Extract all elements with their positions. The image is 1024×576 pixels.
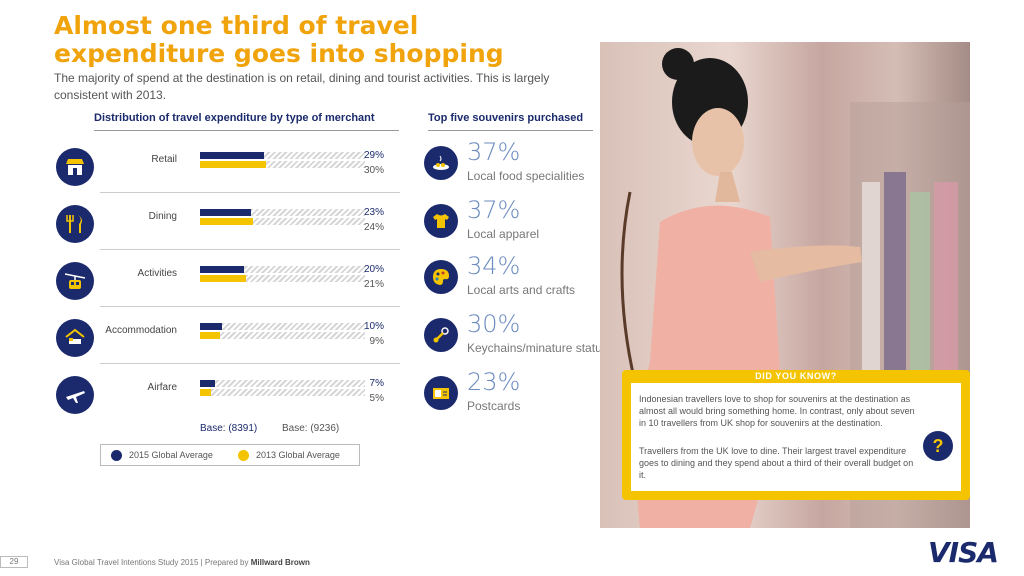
souvenir-percent: 34% [467, 252, 521, 280]
row-divider [100, 192, 400, 193]
base-2015: Base: (8391) [200, 423, 258, 434]
bar-track [200, 266, 365, 273]
bar-track [200, 209, 365, 216]
title-line-2: expenditure goes into shopping [54, 39, 504, 68]
souvenir-item: 37% Local apparel [424, 196, 614, 256]
row-divider [100, 306, 400, 307]
bar-2013 [200, 389, 211, 396]
page-title: Almost one third of travel expenditure g… [54, 12, 504, 68]
page-number: 29 [0, 556, 28, 568]
bar-track [200, 275, 365, 282]
souvenir-name: Postcards [467, 399, 521, 413]
bar-track [200, 323, 365, 330]
expenditure-chart-title: Distribution of travel expenditure by ty… [94, 112, 399, 131]
value-label-2013: 30% [364, 165, 385, 176]
expenditure-row: Dining 23% 24% [54, 199, 399, 255]
legend-label-2013: 2013 Global Average [256, 450, 340, 460]
bar-2013 [200, 161, 266, 168]
row-divider [100, 249, 400, 250]
category-label: Dining [148, 211, 177, 222]
bar-track [200, 332, 365, 339]
palette-icon [424, 260, 458, 294]
souvenir-percent: 37% [467, 138, 521, 166]
souvenirs-title: Top five souvenirs purchased [428, 112, 593, 131]
legend-label-2015: 2015 Global Average [129, 450, 213, 460]
bar-2015 [200, 380, 216, 387]
expenditure-row: Activities 20% 21% [54, 256, 399, 312]
legend-dot-2015 [111, 450, 122, 461]
bar-track [200, 152, 365, 159]
question-mark-icon: ? [923, 431, 953, 461]
category-label: Retail [151, 154, 177, 165]
keychain-icon [424, 318, 458, 352]
did-you-know-box: DID YOU KNOW? Indonesian travellers love… [622, 370, 970, 500]
bar-2013 [200, 332, 220, 339]
souvenir-name: Local food specialities [467, 169, 585, 183]
expenditure-row: Accommodation 10% 9% [54, 313, 399, 369]
page-subtitle: The majority of spend at the destination… [54, 71, 550, 102]
base-2013: Base: (9236) [282, 423, 340, 434]
souvenir-item: 34% Local arts and crafts [424, 252, 614, 312]
did-you-know-heading: DID YOU KNOW? [631, 370, 961, 383]
airplane-icon [56, 376, 94, 414]
value-label-2013: 9% [369, 336, 384, 347]
souvenir-percent: 30% [467, 310, 521, 338]
shop-icon [56, 148, 94, 186]
souvenir-name: Local arts and crafts [467, 283, 576, 297]
bar-2013 [200, 275, 247, 282]
tshirt-icon [424, 204, 458, 238]
bar-track [200, 218, 365, 225]
bar-track [200, 389, 365, 396]
souvenir-name: Keychains/minature statues [467, 341, 615, 355]
house-bed-icon [56, 319, 94, 357]
expenditure-row: Retail 29% 30% [54, 142, 399, 198]
title-line-1: Almost one third of travel [54, 11, 419, 40]
souvenir-item: 37% Local food specialities [424, 138, 614, 198]
legend-dot-2013 [238, 450, 249, 461]
bar-2015 [200, 209, 251, 216]
value-label-2015: 20% [364, 264, 385, 275]
did-you-know-para-1: Indonesian travellers love to shop for s… [639, 394, 915, 428]
value-label-2013: 5% [369, 393, 384, 404]
bar-track [200, 380, 365, 387]
category-label: Accommodation [105, 325, 177, 336]
footer-company: Millward Brown [250, 558, 310, 567]
value-label-2015: 23% [364, 207, 385, 218]
bar-2015 [200, 266, 244, 273]
category-label: Activities [137, 268, 177, 279]
bar-2015 [200, 152, 264, 159]
value-label-2015: 29% [364, 150, 385, 161]
cutlery-icon [56, 205, 94, 243]
chart-legend: 2015 Global Average 2013 Global Average [100, 444, 360, 466]
did-you-know-para-2: Travellers from the UK love to dine. The… [639, 446, 914, 480]
bar-track [200, 161, 365, 168]
souvenir-item: 23% Postcards [424, 368, 614, 428]
value-label-2013: 21% [364, 279, 385, 290]
value-label-2015: 10% [364, 321, 385, 332]
souvenir-percent: 23% [467, 368, 521, 396]
category-label: Airfare [147, 382, 177, 393]
row-divider [100, 363, 400, 364]
souvenir-name: Local apparel [467, 227, 540, 241]
bar-2015 [200, 323, 222, 330]
footer-text: Visa Global Travel Intentions Study 2015… [54, 558, 249, 567]
expenditure-row: Airfare 7% 5% [54, 370, 399, 426]
food-plate-icon [424, 146, 458, 180]
value-label-2013: 24% [364, 222, 385, 233]
souvenir-item: 30% Keychains/minature statues [424, 310, 615, 370]
footer-credit: Visa Global Travel Intentions Study 2015… [54, 558, 310, 567]
value-label-2015: 7% [369, 378, 384, 389]
bar-2013 [200, 218, 253, 225]
visa-logo: VISA [928, 536, 999, 569]
postcard-icon [424, 376, 458, 410]
cable-car-icon [56, 262, 94, 300]
souvenir-percent: 37% [467, 196, 521, 224]
